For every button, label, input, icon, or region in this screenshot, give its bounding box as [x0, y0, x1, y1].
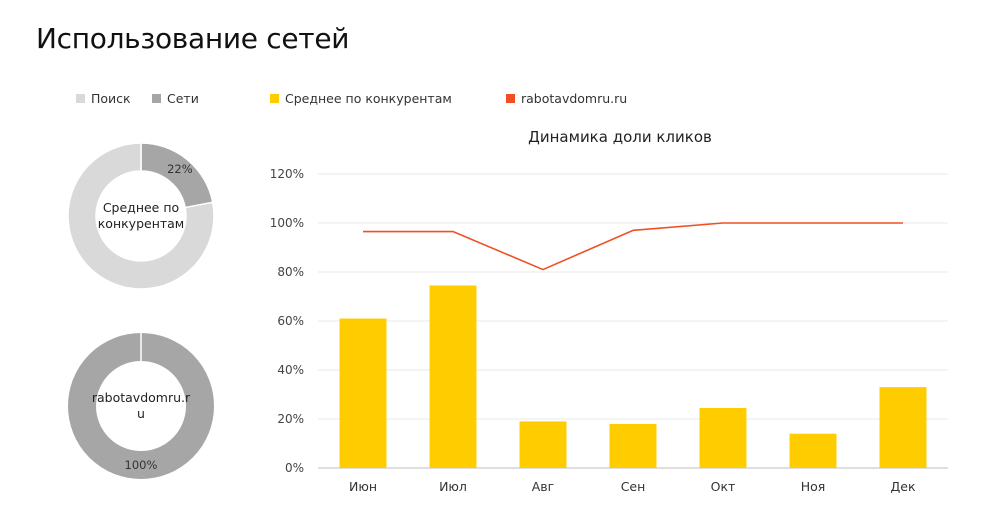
legend-label-site: rabotavdomru.ru: [521, 91, 628, 106]
x-tick-label: Июл: [439, 479, 467, 494]
y-tick-label: 20%: [277, 412, 304, 426]
y-tick-label: 60%: [277, 314, 304, 328]
donut-1-center-label: rabotavdomru.r: [92, 390, 191, 405]
legend-item-search: Поиск: [76, 91, 131, 106]
page-title: Использование сетей: [36, 22, 350, 55]
x-tick-label: Авг: [532, 479, 555, 494]
bar: [339, 318, 387, 468]
bar: [609, 423, 657, 468]
y-tick-label: 100%: [270, 216, 304, 230]
y-tick-label: 80%: [277, 265, 304, 279]
donut-0-center-label: Среднее по: [103, 200, 179, 215]
x-tick-label: Окт: [711, 479, 736, 494]
chart-title: Динамика доли кликов: [528, 128, 712, 146]
donut-1-data-label: 100%: [125, 458, 158, 472]
bar: [519, 421, 567, 468]
legend-swatch-site: [506, 94, 515, 103]
legend-item-networks: Сети: [152, 91, 199, 106]
y-tick-label: 120%: [270, 167, 304, 181]
donut-0-slice-search: [67, 142, 215, 290]
x-tick-label: Дек: [890, 479, 915, 494]
donut-1-center-label: u: [137, 406, 145, 421]
bar: [879, 387, 927, 468]
legend-swatch-search: [76, 94, 85, 103]
legend-label-networks: Сети: [167, 91, 199, 106]
y-tick-label: 0%: [285, 461, 304, 475]
x-tick-label: Сен: [621, 479, 646, 494]
bar: [789, 433, 837, 468]
legend-swatch-networks: [152, 94, 161, 103]
bar: [429, 285, 477, 468]
legend-swatch-competitors: [270, 94, 279, 103]
x-tick-label: Июн: [349, 479, 377, 494]
series-line-site: [363, 222, 903, 271]
donut-0-data-label: 22%: [167, 162, 193, 176]
legend-label-search: Поиск: [91, 91, 131, 106]
y-tick-label: 40%: [277, 363, 304, 377]
legend-item-site: rabotavdomru.ru: [506, 91, 627, 106]
x-tick-label: Ноя: [801, 479, 826, 494]
donut-0-center-label: конкурентам: [98, 216, 185, 231]
legend-label-competitors: Среднее по конкурентам: [285, 91, 452, 106]
bar: [699, 407, 747, 468]
legend-item-competitors: Среднее по конкурентам: [270, 91, 452, 106]
